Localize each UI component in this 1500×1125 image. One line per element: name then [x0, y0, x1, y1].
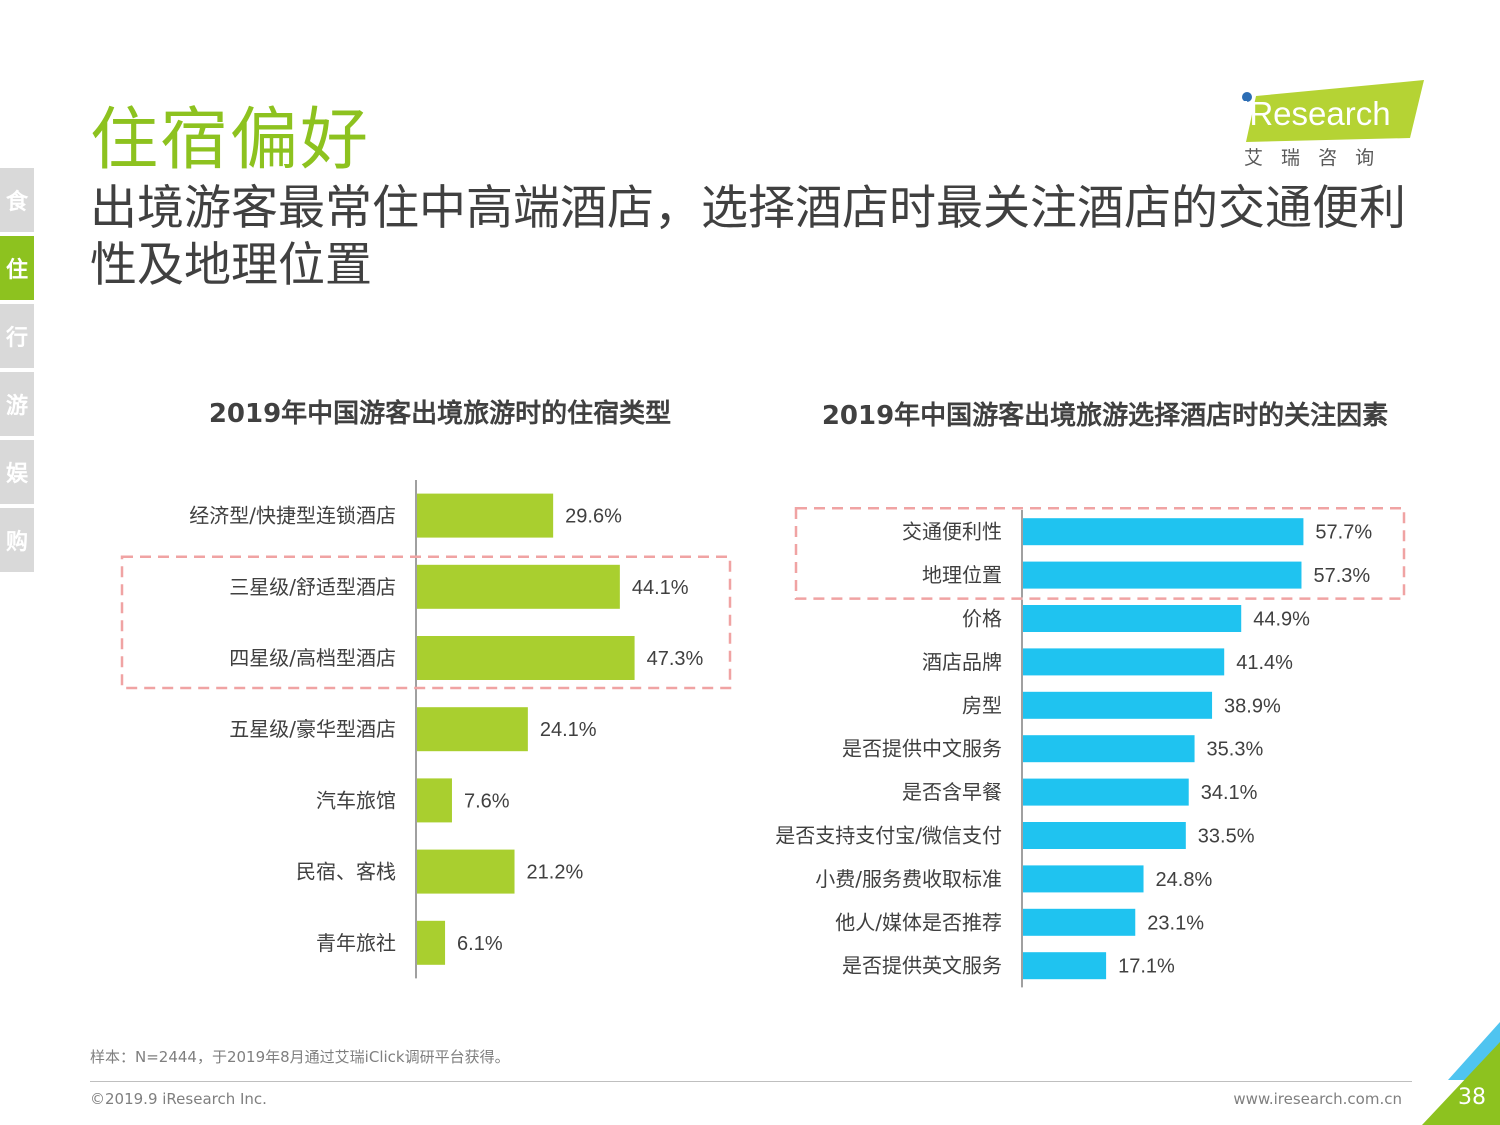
bar	[1023, 865, 1144, 893]
category-label: 青年旅社	[316, 931, 396, 955]
data-label: 21.2%	[527, 862, 584, 884]
category-label: 三星级/舒适型酒店	[229, 575, 396, 599]
page-number: 38	[1458, 1085, 1486, 1110]
bar	[417, 564, 620, 609]
data-label: 23.1%	[1147, 912, 1204, 934]
corner-decoration	[1422, 1022, 1500, 1125]
bar	[417, 707, 528, 752]
highlight-box	[120, 555, 732, 690]
data-label: 6.1%	[457, 933, 503, 955]
side-nav-item-tour[interactable]: 游	[0, 372, 34, 436]
category-label: 汽车旅馆	[316, 788, 396, 812]
data-label: 7.6%	[464, 790, 510, 812]
website-link[interactable]: www.iresearch.com.cn	[1233, 1090, 1402, 1108]
data-label: 38.9%	[1224, 695, 1281, 717]
left-chart-title: 2019年中国游客出境旅游时的住宿类型	[208, 399, 672, 429]
bar	[1023, 648, 1225, 676]
logo-dot	[1242, 92, 1252, 102]
bar	[417, 849, 515, 894]
bar	[1023, 561, 1302, 589]
right-chart-title: 2019年中国游客出境旅游选择酒店时的关注因素	[821, 401, 1389, 431]
category-label: 地理位置	[922, 563, 1002, 587]
category-label: 是否提供中文服务	[842, 737, 1002, 761]
iresearch-logo: iResearch 艾 瑞 咨 询	[1242, 80, 1424, 169]
data-label: 35.3%	[1207, 739, 1264, 761]
data-label: 24.8%	[1156, 869, 1213, 891]
data-label: 33.5%	[1198, 826, 1255, 848]
footer-divider	[90, 1081, 1412, 1082]
footnote: 样本：N=2444，于2019年8月通过艾瑞iClick调研平台获得。	[90, 1048, 510, 1066]
bar	[417, 493, 554, 538]
logo-banner	[1246, 80, 1424, 142]
category-label: 是否含早餐	[902, 780, 1002, 804]
category-label: 他人/媒体是否推荐	[835, 910, 1002, 934]
data-label: 57.3%	[1313, 565, 1370, 587]
data-label: 57.7%	[1315, 522, 1372, 544]
logo-sub-text: 艾 瑞 咨 询	[1244, 147, 1380, 169]
highlight-box	[794, 506, 1406, 600]
data-label: 41.4%	[1236, 652, 1293, 674]
category-label: 是否支持支付宝/微信支付	[775, 824, 1002, 848]
bar	[1023, 605, 1242, 632]
bar	[1023, 778, 1189, 806]
hotel-factor-chart: 交通便利性 57.7% 地理位置 57.3% 价格 44.9% 酒店品牌 41.4% 房型 38.…	[775, 506, 1406, 988]
data-label: 24.1%	[540, 719, 597, 741]
bar	[1023, 952, 1107, 980]
category-label: 民宿、客栈	[296, 860, 396, 884]
page-title: 住宿偏好	[90, 101, 371, 180]
bar	[1023, 735, 1195, 763]
category-label: 经济型/快捷型连锁酒店	[189, 504, 396, 528]
category-label: 酒店品牌	[922, 650, 1002, 674]
data-label: 47.3%	[647, 648, 704, 670]
logo-brand-text: iResearch	[1242, 95, 1391, 132]
category-label: 交通便利性	[902, 520, 1002, 544]
side-nav-item-stay[interactable]: 住	[0, 236, 34, 300]
bar	[1023, 822, 1186, 849]
category-label: 房型	[962, 693, 1002, 717]
bar	[417, 636, 635, 680]
data-label: 44.1%	[632, 577, 689, 599]
data-label: 44.9%	[1253, 609, 1310, 631]
side-nav-item-travel[interactable]: 行	[0, 304, 34, 368]
copyright: ©2019.9 iResearch Inc.	[90, 1090, 267, 1108]
bar	[417, 778, 452, 823]
category-label: 价格	[962, 607, 1002, 631]
bar	[1023, 691, 1213, 719]
accommodation-type-chart: 经济型/快捷型连锁酒店 29.6% 三星级/舒适型酒店 44.1% 四星级/高档型酒店 4…	[120, 480, 732, 979]
side-nav-item-shopping[interactable]: 购	[0, 508, 34, 572]
side-nav-item-food[interactable]: 食	[0, 168, 34, 232]
headline: 出境游客最常住中高端酒店，选择酒店时最关注酒店的交通便利性及地理位置	[90, 181, 1406, 293]
category-label: 四星级/高档型酒店	[229, 646, 396, 670]
data-label: 34.1%	[1201, 782, 1258, 804]
bar	[1023, 518, 1304, 546]
category-label: 是否提供英文服务	[842, 954, 1002, 978]
bar	[1023, 908, 1136, 936]
side-nav: 食 住 行 游 娱 购	[0, 168, 34, 576]
side-nav-item-entertainment[interactable]: 娱	[0, 440, 34, 504]
data-label: 29.6%	[565, 506, 622, 528]
data-label: 17.1%	[1118, 956, 1175, 978]
category-label: 五星级/豪华型酒店	[229, 717, 396, 741]
bar	[417, 920, 446, 965]
category-label: 小费/服务费收取标准	[815, 867, 1002, 891]
